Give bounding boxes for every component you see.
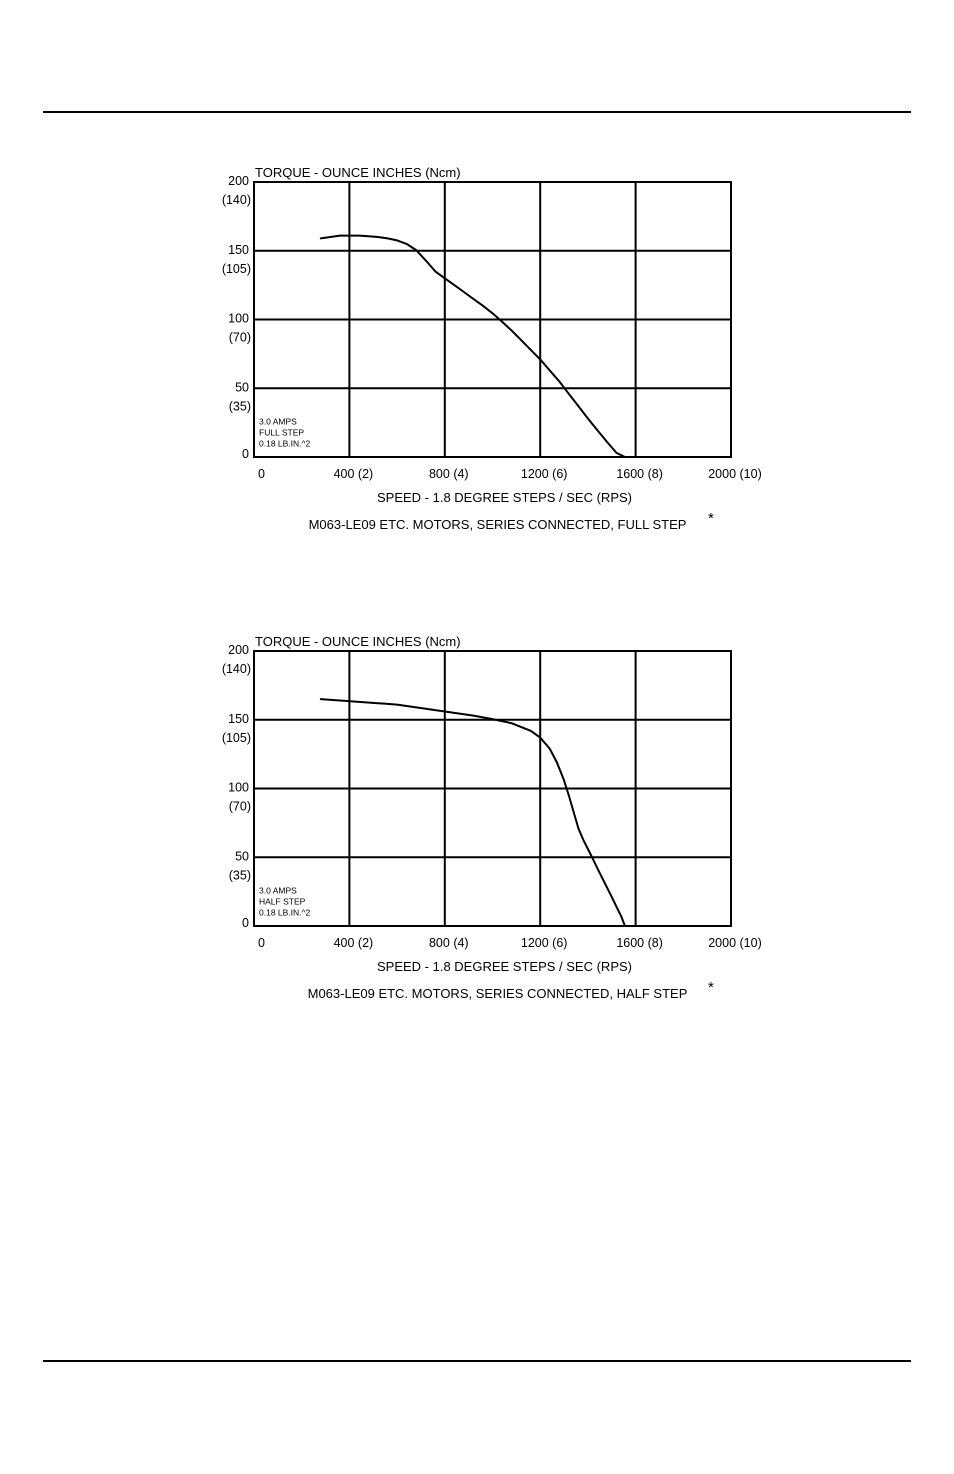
y-tick-sublabel: (140) xyxy=(222,662,251,676)
chart-caption: M063-LE09 ETC. MOTORS, SERIES CONNECTED,… xyxy=(308,986,688,1001)
chart-title: TORQUE - OUNCE INCHES (Ncm) xyxy=(255,165,461,180)
x-tick-label: 1200 (6) xyxy=(521,936,568,950)
torque-curve xyxy=(319,234,626,458)
y-tick-label: 150 xyxy=(228,712,249,726)
annotation-line: 3.0 AMPS xyxy=(259,416,297,426)
chart-caption: M063-LE09 ETC. MOTORS, SERIES CONNECTED,… xyxy=(309,517,687,532)
y-tick-sublabel: (35) xyxy=(229,399,251,413)
y-tick-sublabel: (140) xyxy=(222,193,251,207)
y-tick-label: 150 xyxy=(228,243,249,257)
x-tick-label: 2000 (10) xyxy=(708,936,762,950)
x-tick-label: 0 xyxy=(258,467,265,481)
header-rule xyxy=(43,111,911,113)
x-tick-label: 800 (4) xyxy=(429,936,469,950)
y-tick-sublabel: (105) xyxy=(222,262,251,276)
y-tick-label: 0 xyxy=(242,447,249,461)
x-tick-label: 1600 (8) xyxy=(616,936,663,950)
x-axis-label: SPEED - 1.8 DEGREE STEPS / SEC (RPS) xyxy=(377,959,632,974)
y-tick-sublabel: (35) xyxy=(229,868,251,882)
y-tick-label: 200 xyxy=(228,174,249,188)
annotation-line: 3.0 AMPS xyxy=(259,885,297,895)
caption-asterisk: * xyxy=(708,510,714,527)
y-tick-label: 200 xyxy=(228,643,249,657)
x-tick-label: 2000 (10) xyxy=(708,467,762,481)
annotation-line: FULL STEP xyxy=(259,427,304,437)
x-axis-label: SPEED - 1.8 DEGREE STEPS / SEC (RPS) xyxy=(377,490,632,505)
annotation-line: 0.18 LB.IN.^2 xyxy=(259,907,311,917)
x-tick-label: 1600 (8) xyxy=(616,467,663,481)
y-tick-label: 0 xyxy=(242,916,249,930)
x-tick-label: 1200 (6) xyxy=(521,467,568,481)
annotation-line: HALF STEP xyxy=(259,896,306,906)
footer-rule xyxy=(43,1360,911,1362)
y-tick-label: 100 xyxy=(228,312,249,326)
y-tick-label: 100 xyxy=(228,781,249,795)
torque-curve xyxy=(319,698,626,927)
x-tick-label: 0 xyxy=(258,936,265,950)
chart-title: TORQUE - OUNCE INCHES (Ncm) xyxy=(255,634,461,649)
y-tick-sublabel: (105) xyxy=(222,731,251,745)
y-tick-label: 50 xyxy=(235,849,249,863)
half-step-torque-chart: 0 400 (2) 800 (4) 1200 (6) 1600 (8) 2000 (10)… xyxy=(222,634,762,1001)
x-tick-label: 400 (2) xyxy=(334,467,374,481)
full-step-torque-chart: 0 400 (2) 800 (4) 1200 (6) 1600 (8) 2000 (10)… xyxy=(222,165,762,532)
annotation-line: 0.18 LB.IN.^2 xyxy=(259,438,311,448)
caption-asterisk: * xyxy=(708,979,714,996)
y-tick-sublabel: (70) xyxy=(229,331,251,345)
y-tick-label: 50 xyxy=(235,380,249,394)
y-tick-sublabel: (70) xyxy=(229,800,251,814)
x-tick-label: 800 (4) xyxy=(429,467,469,481)
x-tick-label: 400 (2) xyxy=(334,936,374,950)
